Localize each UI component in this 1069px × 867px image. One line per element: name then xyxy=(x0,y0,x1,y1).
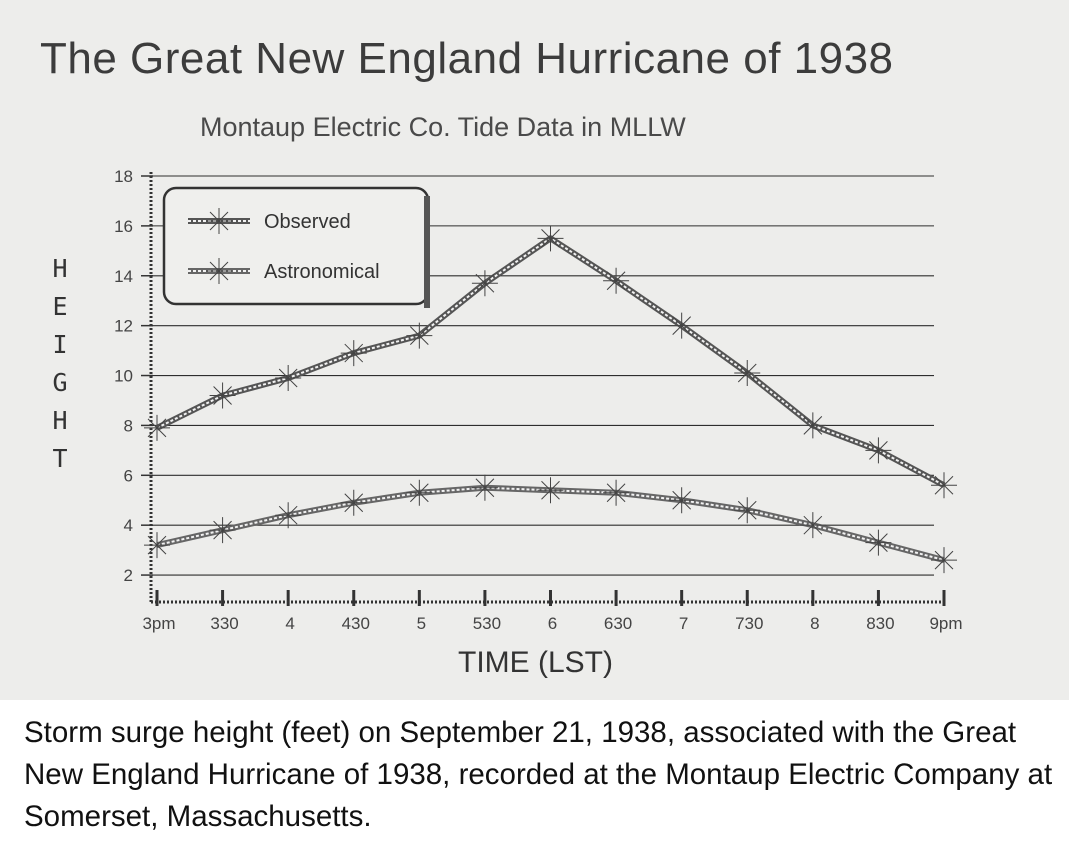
y-tick-label: 6 xyxy=(124,466,133,485)
y-tick-label: 12 xyxy=(114,317,133,336)
chart-figure: The Great New England Hurricane of 1938 … xyxy=(0,0,1069,700)
legend-marker xyxy=(206,258,232,284)
astronomical-point xyxy=(734,497,761,524)
x-axis-label: TIME (LST) xyxy=(458,646,613,679)
astronomical-point xyxy=(865,529,892,556)
y-tick-label: 10 xyxy=(114,367,133,386)
x-tick-label: 6 xyxy=(548,614,557,633)
legend-label: Astronomical xyxy=(264,261,380,283)
astronomical-point xyxy=(275,502,302,529)
astronomical-point xyxy=(799,512,826,539)
observed-point xyxy=(668,312,695,339)
x-tick-label: 730 xyxy=(735,614,763,633)
observed-point xyxy=(603,267,630,294)
y-axis-label-letter: H xyxy=(52,254,68,283)
observed-point xyxy=(537,225,564,252)
x-tick-label: 7 xyxy=(679,614,688,633)
y-tick-label: 4 xyxy=(124,516,133,535)
x-tick-label: 630 xyxy=(604,614,632,633)
observed-point xyxy=(340,340,367,367)
x-tick-label: 530 xyxy=(473,614,501,633)
legend-box xyxy=(162,186,430,306)
astronomical-point xyxy=(931,547,957,574)
x-tick-label: 9pm xyxy=(929,614,962,633)
legend-shadow xyxy=(424,196,430,308)
y-axis-label-letter: G xyxy=(52,368,68,397)
y-axis-label-letter: T xyxy=(52,444,68,473)
legend-marker xyxy=(206,208,232,234)
astronomical-point xyxy=(603,479,630,506)
observed-point xyxy=(931,472,957,499)
astronomical-point xyxy=(209,517,236,544)
chart-title: The Great New England Hurricane of 1938 xyxy=(40,34,894,83)
y-axis-label-letter: I xyxy=(52,330,68,359)
x-tick-label: 5 xyxy=(417,614,426,633)
astronomical-point xyxy=(471,474,498,501)
y-tick-label: 16 xyxy=(114,217,133,236)
astronomical-point xyxy=(537,477,564,504)
x-tick-label: 4 xyxy=(285,614,294,633)
observed-point xyxy=(406,322,433,349)
observed-point xyxy=(865,437,892,464)
y-tick-label: 14 xyxy=(114,267,133,286)
x-tick-label: 3pm xyxy=(142,614,175,633)
astronomical-point xyxy=(340,489,367,516)
observed-point xyxy=(209,382,236,409)
chart-plot: 2 4 6 8 10 12 14 16 18 3pm 330 4 430 5 530 6 630 7 730 8 830… xyxy=(114,167,962,633)
y-axis-label-letter: H xyxy=(52,406,68,435)
x-tick-label: 830 xyxy=(866,614,894,633)
y-axis-label-letter: E xyxy=(52,292,68,321)
y-tick-label: 2 xyxy=(124,566,133,585)
x-tick-label: 430 xyxy=(342,614,370,633)
observed-point xyxy=(799,412,826,439)
figure-caption: Storm surge height (feet) on September 2… xyxy=(24,716,1053,833)
observed-point xyxy=(734,360,761,387)
observed-point xyxy=(144,414,170,441)
x-tick-label: 330 xyxy=(210,614,238,633)
chart-subtitle: Montaup Electric Co. Tide Data in MLLW xyxy=(200,112,686,142)
astronomical-point xyxy=(668,487,695,514)
y-tick-label: 8 xyxy=(124,416,133,435)
x-tick-label: 8 xyxy=(810,614,819,633)
y-tick-label: 18 xyxy=(114,167,133,186)
observed-point xyxy=(275,365,302,392)
astronomical-point xyxy=(406,479,433,506)
astronomical-point xyxy=(144,532,170,559)
legend-label: Observed xyxy=(264,211,351,233)
observed-point xyxy=(471,270,498,297)
